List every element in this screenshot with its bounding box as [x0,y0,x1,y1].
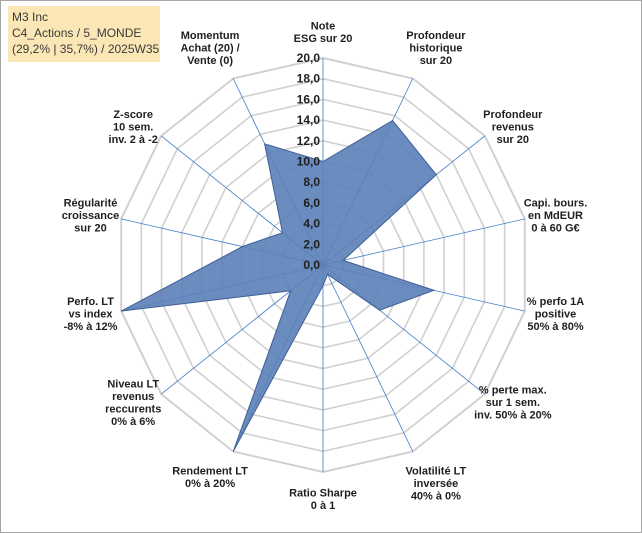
axis-label: Momentum Achat (20) / Vente (0) [180,30,239,67]
tick-label: 18,0 [297,72,321,86]
tick-label: 0,0 [303,258,320,272]
axis-spoke [322,264,414,452]
axis-label: Volatilité LT inversée 40% à 0% [406,466,467,503]
axis-label: Ratio Sharpe 0 à 1 [289,488,357,513]
axis-label: Z-score 10 sem. inv. 2 à -2 [109,109,158,146]
axis-label: Capi. bours. en MdEUR 0 à 60 G€ [524,198,588,235]
info-stats: (29,2% | 35,7%) / 2025W35 [12,42,160,56]
tick-label: 20,0 [297,51,321,65]
axis-label: Profondeur revenus sur 20 [483,109,543,146]
axis-label: % perte max. sur 1 sem. inv. 50% à 20% [474,385,552,422]
tick-label: 12,0 [297,134,321,148]
axis-label: Perfo. LT vs index -8% à 12% [64,296,118,333]
axis-label: Rendement LT 0% à 20% [172,466,248,491]
info-company: M3 Inc [12,10,49,24]
tick-label: 2,0 [303,237,320,251]
axis-spoke [322,218,525,266]
tick-label: 4,0 [303,217,320,231]
info-category: C4_Actions / 5_MONDE [12,26,142,40]
tick-label: 8,0 [303,175,320,189]
axis-label: Niveau LT revenus reccurents 0% à 6% [105,378,161,428]
tick-label: 10,0 [297,155,321,169]
axis-label: Régularité croissance sur 20 [62,198,119,235]
series-area [120,119,437,452]
tick-label: 16,0 [297,92,321,106]
info-box: M3 Inc C4_Actions / 5_MONDE (29,2% | 35,… [8,6,160,62]
axis-label: Note ESG sur 20 [294,21,353,46]
axis-labels: Note ESG sur 20 Profondeur historique sur 20… [62,21,588,513]
axis-label: Profondeur historique sur 20 [406,30,466,67]
axis-label: % perfo 1A positive 50% à 80% [527,296,585,333]
tick-label: 14,0 [297,113,321,127]
tick-label: 6,0 [303,196,320,210]
radial-tick-labels: 0,0 2,0 4,0 6,0 8,0 10,0 12,0 14,0 16,0 18,0 20,0 [297,51,321,272]
data-series [120,119,437,452]
